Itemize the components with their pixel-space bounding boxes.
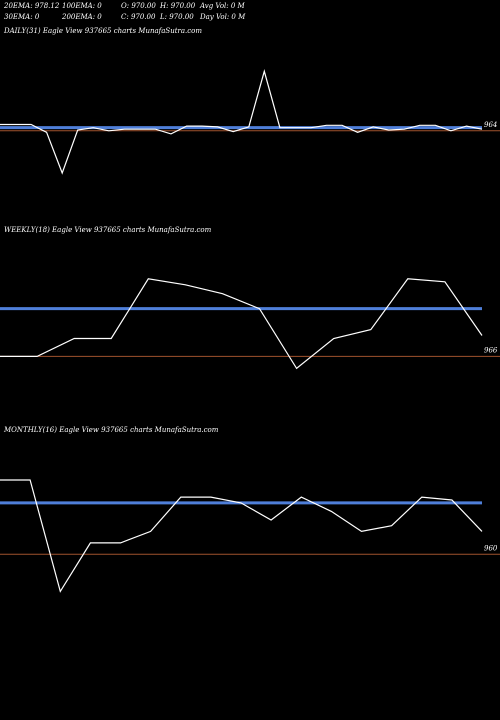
stat-30ema: 30EMA: 0 [4, 13, 40, 21]
weekly-panel-title: WEEKLY(18) Eagle View 937665 charts Muna… [4, 226, 212, 234]
weekly-price-line [0, 278, 483, 370]
stat-20ema: 20EMA: 978.12 [4, 2, 60, 10]
stat-day-vol: Day Vol: 0 M [200, 13, 246, 21]
stat-200ema: 200EMA: 0 [62, 13, 102, 21]
stat-low: L: 970.00 [160, 13, 194, 21]
stat-high: H: 970.00 [160, 2, 196, 10]
monthly-price-line [0, 479, 483, 593]
stat-100ema: 100EMA: 0 [62, 2, 102, 10]
daily-level-label: 964 [484, 121, 497, 129]
stat-close: C: 970.00 [121, 13, 156, 21]
daily-panel-title: DAILY(31) Eagle View 937665 charts Munaf… [4, 27, 203, 35]
monthly-panel-title: MONTHLY(16) Eagle View 937665 charts Mun… [4, 426, 219, 434]
stat-avg-vol: Avg Vol: 0 M [200, 2, 245, 10]
weekly-level-label: 966 [484, 346, 498, 354]
monthly-level-label: 960 [484, 544, 498, 552]
stat-open: O: 970.00 [121, 2, 156, 10]
daily-price-line [0, 69, 483, 175]
